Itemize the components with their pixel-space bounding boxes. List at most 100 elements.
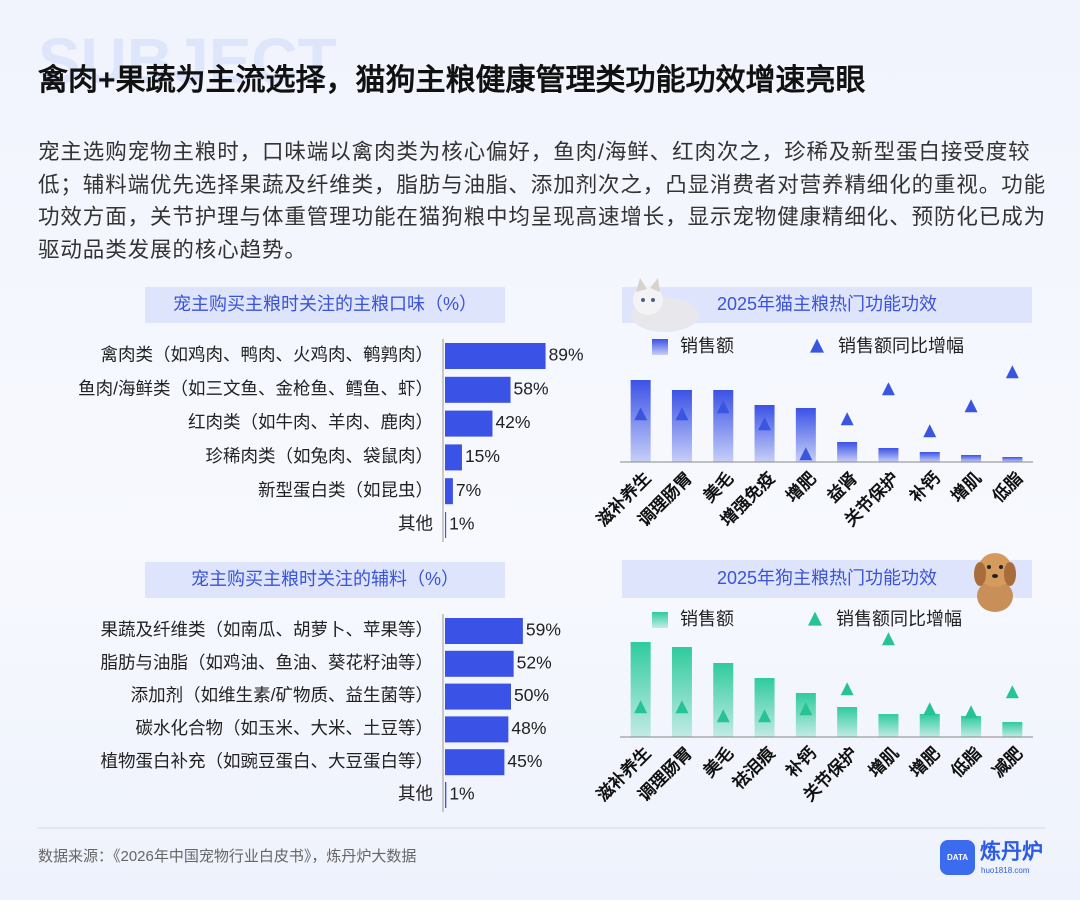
bar [445, 444, 462, 471]
value-label: 45% [507, 751, 542, 771]
x-tick-label: 减肥 [988, 743, 1026, 781]
triangle-marker [923, 424, 937, 438]
category-label: 碳水化合物（如玉米、大米、土豆等） [136, 718, 434, 738]
category-label: 珍稀肉类（如兔肉、袋鼠肉） [206, 446, 434, 466]
x-tick-label: 低脂 [987, 468, 1026, 507]
value-label: 7% [456, 480, 481, 500]
bar [713, 663, 734, 737]
triangle-marker [881, 632, 895, 646]
triangle-marker [1005, 365, 1019, 379]
x-tick-label: 低脂 [946, 743, 985, 782]
category-label: 植物蛋白补充（如豌豆蛋白、大豆蛋白等） [101, 751, 434, 771]
triangle-marker [1005, 685, 1019, 699]
bar [445, 618, 523, 644]
triangle-marker [675, 407, 689, 421]
panel-banner [145, 562, 505, 598]
x-tick-label: 增肥 [782, 468, 820, 506]
bar [961, 455, 982, 462]
panel-banner [622, 560, 1032, 598]
dog-illustration [974, 553, 1016, 612]
triangle-marker [716, 400, 730, 414]
bar [919, 452, 940, 462]
value-label: 59% [526, 620, 561, 640]
category-label: 脂肪与油脂（如鸡油、鱼油、葵花籽油等） [101, 652, 434, 672]
value-label: 89% [549, 345, 584, 365]
triangle-marker [634, 700, 648, 714]
triangle-marker [799, 447, 813, 461]
legend-swatch [810, 338, 824, 353]
triangle-marker [675, 700, 689, 714]
triangle-marker [923, 702, 937, 716]
value-label: 42% [495, 412, 530, 432]
category-label: 其他 [398, 514, 433, 534]
chart-title: 2025年狗主粮热门功能功效 [717, 568, 937, 588]
bar [754, 405, 775, 462]
bar [630, 380, 651, 462]
bar [445, 343, 546, 369]
value-label: 50% [514, 685, 549, 705]
bar [961, 716, 982, 737]
source: 数据来源：《2026年中国宠物行业白皮书》，炼丹炉大数据 [38, 848, 416, 865]
category-label: 添加剂（如维生素/矿物质、益生菌等） [131, 685, 433, 705]
x-tick-label: 美毛 [699, 743, 737, 781]
cat-illustration [631, 278, 699, 332]
triangle-marker [799, 702, 813, 716]
category-label: 果蔬及纤维类（如南瓜、胡萝卜、苹果等） [101, 620, 434, 640]
chart-title: 宠主购买主粮时关注的主粮口味（%） [173, 294, 477, 314]
bar [671, 647, 692, 737]
bar [445, 410, 493, 437]
bar [837, 707, 858, 737]
bar [445, 782, 447, 808]
triangle-marker [758, 709, 772, 723]
value-label: 15% [465, 446, 500, 466]
bar [795, 408, 816, 462]
bar [1002, 722, 1023, 737]
value-label: 1% [449, 784, 474, 804]
page-title: 禽肉+果蔬为主流选择，猫狗主粮健康管理类功能功效增速亮眼 [37, 63, 866, 97]
value-label: 52% [517, 652, 552, 672]
x-tick-label: 美毛 [699, 468, 737, 506]
bar [630, 642, 651, 737]
bar [754, 678, 775, 737]
bar [713, 390, 734, 462]
x-tick-label: 祛泪痕 [728, 742, 779, 793]
legend-swatch [652, 612, 668, 628]
watermark: SUBJECT [38, 25, 337, 97]
category-label: 禽肉类（如鸡肉、鸭肉、火鸡肉、鹌鹑肉） [101, 345, 434, 365]
bar [445, 749, 505, 776]
bar [445, 716, 509, 743]
chart-title: 宠主购买主粮时关注的辅料（%） [191, 569, 459, 589]
bar [1002, 457, 1023, 462]
bar [445, 512, 447, 538]
bar [445, 478, 453, 505]
legend-swatch [652, 339, 668, 355]
legend-label: 销售额同比增幅 [838, 336, 964, 356]
value-label: 48% [511, 718, 546, 738]
legend-label: 销售额 [680, 336, 734, 356]
bar [878, 714, 899, 737]
triangle-marker [840, 682, 854, 696]
bar [445, 650, 514, 677]
x-tick-label: 益肾 [823, 468, 861, 506]
legend-swatch [808, 611, 822, 626]
category-label: 其他 [398, 784, 433, 804]
bar [445, 683, 511, 710]
brand-url: huo1818.com [981, 866, 1030, 875]
bar [837, 442, 858, 462]
triangle-marker [716, 709, 730, 723]
legend-label: 销售额 [680, 609, 734, 629]
legend-label: 销售额同比增幅 [836, 609, 962, 629]
bar [878, 448, 899, 462]
brand: 炼丹炉 [980, 840, 1043, 864]
triangle-marker [840, 412, 854, 426]
triangle-marker [881, 382, 895, 396]
value-label: 58% [514, 378, 549, 398]
bar [671, 390, 692, 462]
x-tick-label: 补钙 [905, 468, 944, 507]
x-tick-label: 增肌 [947, 468, 985, 506]
logo-icon [940, 840, 975, 875]
chart-title: 2025年猫主粮热门功能功效 [717, 294, 937, 314]
panel-banner [145, 287, 505, 323]
